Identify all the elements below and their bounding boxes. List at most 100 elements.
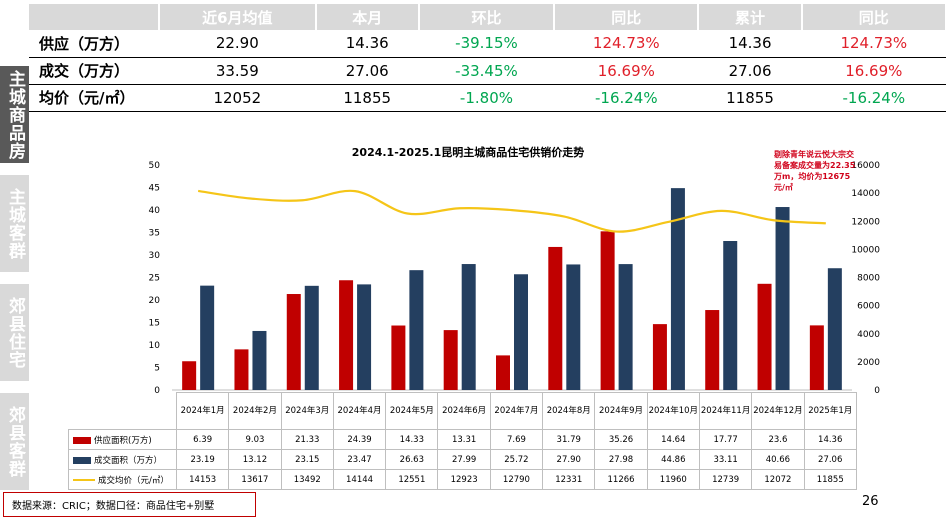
table-month-cell: 2025年1月 [803, 392, 857, 430]
table-value-cell: 14.36 [803, 429, 857, 450]
page-number: 26 [862, 494, 879, 509]
tab-county-housing[interactable]: 郊县住宅 [0, 284, 29, 381]
table-value-cell: 12739 [698, 469, 753, 490]
table-value-cell: 23.15 [280, 449, 334, 470]
table-value-cell: 14144 [332, 469, 387, 490]
right-tick-label: 16000 [851, 161, 880, 171]
left-tick-label: 0 [154, 386, 160, 396]
left-tick-label: 25 [149, 274, 160, 284]
table-value-cell: 13.31 [437, 429, 491, 450]
summary-header-month: 本月 [315, 4, 420, 30]
table-value-cell: 11266 [594, 469, 648, 490]
summary-cell: -39.15% [418, 30, 555, 58]
left-tick-label: 50 [149, 161, 161, 171]
right-tick-label: 8000 [857, 274, 880, 284]
summary-row: 供应（万方） 22.90 14.36 -39.15% 124.73% 14.36 124.7… [29, 30, 946, 58]
deal-bar [357, 284, 372, 390]
supply-bar [182, 361, 197, 390]
table-month-cell: 2024年3月 [280, 392, 334, 430]
left-tick-label: 40 [149, 206, 161, 216]
right-tick-label: 10000 [851, 245, 880, 255]
supply-bar [757, 283, 772, 390]
legend-label: 成交面积（万方） [94, 455, 163, 466]
supply-bar [600, 231, 615, 390]
chart-data-table: 2024年1月 2024年2月 2024年3月 2024年4月 2024年5月 2024年… [68, 392, 857, 490]
table-month-cell: 2024年1月 [175, 392, 230, 430]
supply-bar [443, 330, 458, 390]
summary-cell: 12052 [159, 84, 316, 112]
table-value-cell: 11855 [803, 469, 857, 490]
deal-bar [723, 241, 738, 390]
table-month-cell: 2024年7月 [489, 392, 544, 430]
table-value-cell: 13617 [228, 469, 282, 490]
table-month-cell: 2024年12月 [751, 392, 805, 430]
table-value-cell: 26.63 [385, 449, 439, 470]
table-value-cell: 11960 [646, 469, 700, 490]
summary-row-label: 均价（元/㎡） [29, 84, 159, 112]
table-month-cell: 2024年11月 [698, 392, 753, 430]
summary-table: 近6月均值 本月 环比 同比 累计 同比 供应（万方） 22.90 14.36 -39… [29, 4, 948, 112]
table-value-cell: 12923 [437, 469, 491, 490]
data-source-note: 数据来源：CRIC；数据口径：商品住宅+别墅 [3, 492, 256, 517]
deal-bar [304, 285, 319, 390]
table-value-cell: 9.03 [228, 429, 282, 450]
supply-bar [496, 355, 510, 390]
summary-cell: 16.69% [801, 57, 946, 85]
table-value-cell: 27.06 [803, 449, 857, 470]
table-value-cell: 6.39 [175, 429, 230, 450]
summary-cell: 11855 [698, 84, 802, 112]
right-axis: 0 2000 4000 6000 8000 10000 12000 14000 16000 [851, 161, 880, 396]
summary-row-label: 供应（万方） [29, 30, 159, 58]
legend-label: 供应面积(万方) [94, 435, 152, 446]
left-tick-label: 30 [149, 251, 161, 261]
chart-title: 2024.1-2025.1昆明主城商品住宅供销价走势 [352, 145, 584, 159]
tab-main-city-housing[interactable]: 主城商品房 [0, 66, 29, 163]
summary-header-avg6: 近6月均值 [159, 4, 317, 30]
summary-header-cumulative: 累计 [698, 4, 803, 30]
summary-row-label: 成交（万方） [29, 57, 159, 85]
table-value-cell: 35.26 [594, 429, 648, 450]
table-row-months: 2024年1月 2024年2月 2024年3月 2024年4月 2024年5月 2024年… [69, 392, 857, 430]
right-tick-label: 0 [874, 386, 880, 396]
table-month-cell: 2024年10月 [646, 392, 700, 430]
summary-cell: -16.24% [554, 84, 699, 112]
summary-cell: 14.36 [315, 30, 419, 58]
table-month-cell: 2024年9月 [594, 392, 648, 430]
tab-main-city-customers[interactable]: 主城客群 [0, 175, 29, 272]
summary-cell: 124.73% [801, 30, 946, 58]
deal-bar [670, 188, 685, 390]
table-month-cell: 2024年5月 [385, 392, 439, 430]
tab-county-customers[interactable]: 郊县客群 [0, 393, 29, 490]
table-value-cell: 12551 [385, 469, 439, 490]
table-value-cell: 13.12 [228, 449, 282, 470]
table-value-cell: 23.6 [751, 429, 805, 450]
deal-bar [618, 264, 633, 390]
left-tick-label: 35 [149, 229, 160, 239]
summary-cell: 16.69% [554, 57, 699, 85]
right-tick-label: 2000 [857, 358, 880, 368]
bar-series [182, 188, 842, 390]
series-legend-cell: 成交面积（万方） [68, 449, 177, 470]
summary-cell: 33.59 [159, 57, 316, 85]
right-tick-label: 4000 [857, 330, 880, 340]
supply-bar [339, 280, 354, 390]
summary-header-row: 近6月均值 本月 环比 同比 累计 同比 [29, 4, 948, 30]
summary-cell: -16.24% [801, 84, 946, 112]
summary-cell: -33.45% [418, 57, 555, 85]
table-value-cell: 24.39 [332, 429, 387, 450]
right-tick-label: 12000 [851, 217, 880, 227]
deal-bar [566, 264, 581, 390]
summary-cell: 22.90 [159, 30, 316, 58]
summary-header-cum-yoy: 同比 [801, 4, 948, 30]
side-tabs: 主城商品房 主城客群 郊县住宅 郊县客群 [0, 66, 29, 502]
legend-label: 成交均价（元/㎡） [98, 475, 169, 486]
table-month-cell: 2024年2月 [228, 392, 282, 430]
table-row: 供应面积(万方) 6.39 9.03 21.33 24.39 14.33 13.31 7.69… [68, 429, 857, 450]
table-month-cell: 2024年6月 [437, 392, 491, 430]
series-legend-cell: 成交均价（元/㎡） [68, 469, 177, 490]
deal-bar [827, 268, 842, 390]
deal-bar [461, 264, 476, 390]
supply-bar [548, 246, 563, 390]
chart-annotation: 剔除青年说云悦大宗交易备案成交量为22.35万m，均价为12675元/㎡ [774, 150, 856, 192]
